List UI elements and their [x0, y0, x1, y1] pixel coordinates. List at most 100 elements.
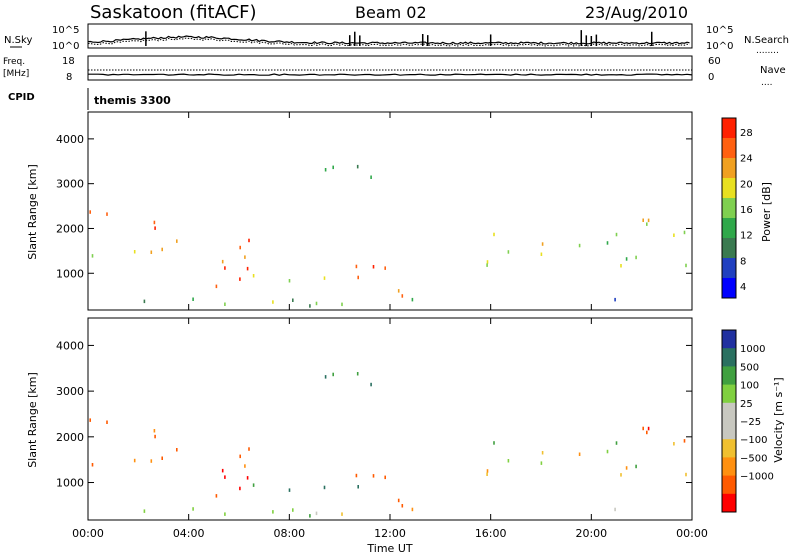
velocity-cell [133, 458, 136, 463]
power-cell [323, 276, 326, 280]
power-colorbar-tick: 16 [740, 205, 753, 216]
velocity-cell [355, 473, 358, 478]
velocity-cell [620, 473, 622, 477]
velocity-cell [370, 382, 372, 387]
power-cell [332, 165, 334, 170]
power-cell [507, 250, 510, 254]
velocity-cell [246, 476, 249, 480]
xtick-label: 00:00 [676, 527, 708, 540]
power-cell [192, 297, 194, 301]
power-cell [239, 245, 241, 250]
velocity-colorbar-swatch [722, 384, 736, 404]
power-cell [541, 242, 544, 246]
power-colorbar-swatch [722, 158, 736, 179]
velocity-colorbar-swatch [722, 493, 736, 513]
velocity-cell [411, 507, 414, 512]
nsky-right-tick-top: 10^5 [706, 25, 733, 36]
power-cell [540, 252, 543, 256]
velocity-cell [239, 486, 241, 491]
power-cell [224, 302, 226, 306]
power-cell [324, 168, 327, 172]
velocity-cell [153, 429, 156, 433]
velocity-cell [384, 475, 386, 480]
velocity-colorbar-swatch [722, 402, 736, 422]
velocity-cell [357, 485, 359, 489]
velocity-cell [150, 459, 153, 463]
velocity-colorbar-swatch [722, 366, 736, 386]
velocity-cell [578, 452, 581, 456]
power-cell [133, 250, 136, 254]
nsky-left-tick-top: 10^5 [52, 25, 79, 36]
power-cell [411, 297, 414, 302]
freq-panel: Freq. [MHz] 18 8 60 0 Nave .... [3, 55, 786, 88]
freq-label-line1: Freq. [3, 57, 25, 67]
velocity-colorbar-tick: −100 [740, 435, 767, 446]
power-cell [143, 299, 146, 304]
power-colorbar: 28 24 20 16 12 8 4 [721, 117, 753, 299]
power-ylabel: Slant Range [km] [26, 164, 39, 260]
cpid-value: themis 3300 [94, 94, 171, 107]
power-cell [673, 233, 675, 237]
power-cell [493, 232, 495, 237]
velocity-cell [635, 464, 637, 469]
velocity-colorbar-tick: 500 [740, 362, 759, 373]
power-cell [106, 212, 108, 216]
power-cell [356, 164, 359, 169]
power-colorbar-swatch [722, 138, 736, 159]
velocity-cell [239, 454, 241, 459]
velocity-cell [540, 461, 543, 465]
velocity-panel: 4000 3000 2000 1000 Slant Range [km] 1000 50… [26, 317, 785, 521]
cpid-row: CPID themis 3300 [8, 88, 171, 110]
power-colorbar-label: Power [dB] [760, 182, 773, 242]
velocity-cell [224, 475, 226, 479]
velocity-cell [91, 463, 94, 467]
nave-legend-marker: .... [761, 78, 772, 88]
xtick-label: 00:00 [72, 527, 104, 540]
velocity-cell [224, 512, 226, 516]
velocity-cell [397, 498, 400, 503]
velocity-colorbar-tick: 25 [740, 399, 753, 410]
cpid-label: CPID [8, 92, 35, 103]
nsky-right-tick-bottom: 10^0 [706, 41, 733, 52]
freq-right-tick-bottom: 0 [708, 72, 714, 83]
freq-frame [87, 55, 693, 81]
power-cell [620, 264, 622, 268]
freq-label-line2: [MHz] [3, 69, 29, 79]
power-yaxis: 4000 3000 2000 1000 [56, 133, 692, 280]
velocity-cell [647, 426, 650, 431]
power-cell [153, 220, 156, 225]
velocity-cell [486, 469, 489, 473]
velocity-colorbar: 1000 500 100 25 −25 −100 −500 −1000 [721, 329, 774, 513]
power-colorbar-swatch [722, 218, 736, 239]
velocity-cell [309, 514, 311, 518]
velocity-cell [292, 508, 294, 512]
power-cell [244, 255, 246, 259]
velocity-colorbar-tick: −25 [740, 417, 761, 428]
nsearch-legend-marker: ........ [756, 46, 779, 56]
power-cell [176, 239, 178, 243]
velocity-heatmap [89, 372, 687, 518]
ytick-label: 3000 [56, 178, 84, 191]
velocity-cell [288, 488, 291, 492]
nave-label: Nave [760, 65, 786, 76]
power-cell [309, 304, 311, 308]
power-cell [215, 284, 218, 289]
power-cell [89, 210, 91, 214]
power-colorbar-swatch [722, 258, 736, 279]
velocity-cell [606, 449, 609, 454]
power-cell [221, 259, 224, 264]
beam-title: Beam 02 [355, 3, 427, 22]
freq-left-tick-top: 18 [62, 56, 75, 67]
velocity-cell [323, 485, 326, 490]
velocity-colorbar-swatch [722, 348, 736, 367]
ytick-label: 2000 [56, 431, 84, 444]
power-cell [647, 218, 650, 223]
power-cell [341, 302, 343, 307]
power-cell [401, 294, 404, 298]
nsearch-line [87, 37, 690, 47]
power-cell [91, 254, 94, 258]
power-cell [272, 300, 274, 304]
velocity-colorbar-frame [721, 329, 737, 513]
velocity-colorbar-swatch [722, 421, 736, 440]
